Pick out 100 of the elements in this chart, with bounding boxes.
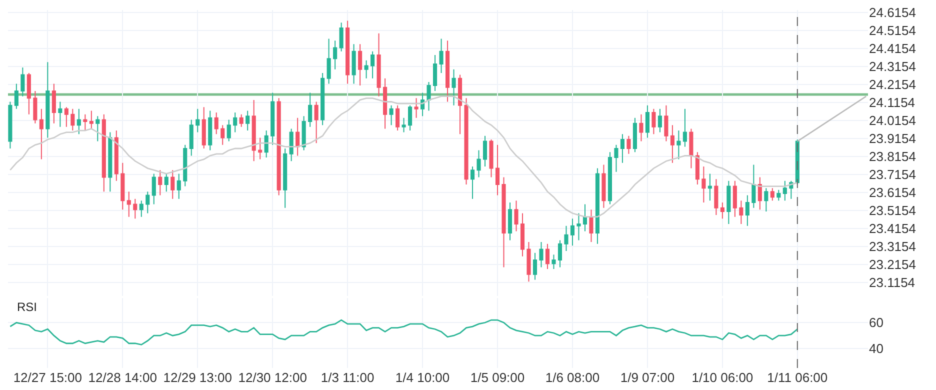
candlestick [545,243,550,270]
x-tick-label: 1/5 09:00 [470,370,525,385]
candlestick [170,170,175,200]
candlestick [558,240,562,268]
candlestick [320,72,325,126]
candlestick [702,166,706,203]
candlestick [176,173,181,200]
candlestick [452,68,456,106]
y-tick-label: 24.1154 [869,95,916,110]
candlestick [714,178,718,216]
candlestick [732,180,737,218]
x-tick-label: 12/30 12:00 [238,370,307,385]
candlestick [720,202,724,220]
candlestick [458,74,462,135]
candlestick [314,101,318,144]
x-tick-label: 1/4 10:00 [395,370,450,385]
candlestick [220,124,225,146]
candlestick [570,218,575,246]
candlestick [64,106,68,128]
chart-title: RSI [17,300,38,314]
candlestick [376,32,381,97]
candlestick [782,180,787,202]
y-tick-label: 23.7154 [869,167,916,182]
candlestick [446,40,450,102]
candlestick [476,150,481,178]
candlestick [196,108,200,133]
candlestick [139,200,144,218]
candlestick [532,252,538,280]
candlestick [602,164,606,208]
line-series [9,96,798,218]
candlestick [495,144,500,196]
y-tick-label: 24.2154 [869,77,916,92]
candlestick [8,101,12,149]
candlestick [658,108,662,133]
x-tick-label: 12/29 13:00 [163,370,232,385]
candlestick [745,194,750,226]
candlestick [89,110,94,130]
candlestick [726,180,731,225]
candlestick [289,128,294,162]
candlestick [58,101,62,128]
candlestick [552,254,556,270]
candlestick [383,78,388,130]
candlestick [158,170,162,196]
x-tick-label: 1/3 11:00 [320,370,374,385]
candlestick [396,104,400,132]
candlestick [214,112,218,135]
x-tick-label: 1/6 08:00 [545,370,600,385]
candlestick [226,119,231,142]
candlestick [758,176,762,210]
candlestick [433,54,438,92]
y-tick-label: 23.4154 [869,221,916,236]
candlestick [146,191,150,214]
candlestick [608,152,612,205]
candlestick [39,108,44,160]
candlestick [189,119,194,156]
y-tick-label: 23.6154 [869,185,916,200]
candlestick [576,212,581,241]
y-tick-label: 23.8154 [869,149,916,164]
candlestick [626,135,631,154]
y-tick-label: 23.2154 [869,257,916,272]
candlestick [470,166,475,200]
candlestick [26,72,31,115]
candlestick [133,198,138,220]
candlestick [114,130,118,182]
candlestick [96,116,100,142]
candlestick [202,106,206,149]
candlestick [258,137,262,160]
candlestick [33,90,38,124]
candlestick [439,38,444,74]
candlestick [20,67,25,97]
candlestick [389,104,394,126]
y-tick-label: 40 [869,341,884,356]
candlestick [364,60,368,79]
candlestick [652,108,656,135]
y-tick-label: 23.5154 [869,203,916,218]
y-tick-label: 24.3154 [869,59,916,74]
candlestick [739,200,744,225]
y-tick-label: 24.4154 [869,41,916,56]
candlestick [526,242,531,282]
candlestick [770,188,774,202]
candlestick [764,188,768,212]
candlestick [108,132,112,192]
candlestick [326,38,331,84]
candlestick [52,83,56,124]
candlestick [296,117,300,156]
candlestick [489,139,494,178]
x-tick-label: 1/10 06:00 [692,370,754,385]
candlestick [639,114,644,142]
y-tick-label: 24.6154 [869,5,916,20]
candlestick [708,173,712,202]
candlestick [339,22,344,52]
y-tick-label: 24.0154 [869,113,916,128]
candlestick [370,50,375,79]
candlestick [239,114,244,128]
y-tick-label: 23.9154 [869,131,916,146]
x-tick-label: 1/9 07:00 [620,370,675,385]
candlestick [520,212,525,257]
x-tick-label: 12/27 15:00 [13,370,82,385]
candlestick [358,44,362,86]
candlestick [102,114,106,192]
